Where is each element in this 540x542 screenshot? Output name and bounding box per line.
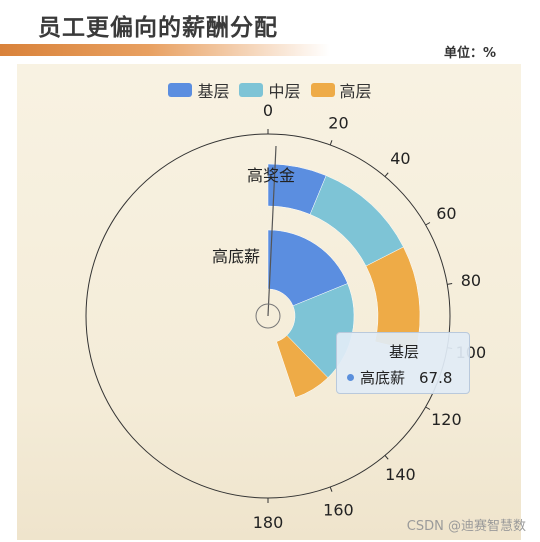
angle-tick-label: 80 <box>461 271 481 290</box>
legend-label-basic: 基层 <box>197 82 230 101</box>
angle-tick <box>384 172 389 177</box>
angle-tick <box>329 486 333 492</box>
angle-tick <box>447 283 453 285</box>
radius-axis-line <box>267 145 277 317</box>
angle-tick-label: 160 <box>323 501 354 520</box>
angle-tick-label: 60 <box>436 204 456 223</box>
legend-item-senior[interactable]: 高层 <box>310 78 372 102</box>
tooltip-dot <box>347 374 354 381</box>
legend-label-senior: 高层 <box>339 82 372 101</box>
tooltip-label: 高底薪 <box>360 369 406 387</box>
watermark: CSDN @迪赛智慧数 <box>406 519 526 534</box>
bar-segment[interactable] <box>276 335 329 398</box>
angle-tick <box>425 222 431 226</box>
legend-swatch-senior <box>310 83 335 97</box>
category-label: 高奖金 <box>247 166 295 185</box>
page-title: 员工更偏向的薪酬分配 <box>38 15 278 41</box>
legend-swatch-basic <box>168 83 193 97</box>
angle-tick-label: 120 <box>431 410 462 429</box>
legend-label-middle: 中层 <box>268 82 301 101</box>
title-underline <box>0 44 330 56</box>
center-ring <box>255 303 281 329</box>
angle-tick-label: 20 <box>328 113 348 132</box>
angle-tick-label: 40 <box>390 149 410 168</box>
angle-tick <box>425 406 431 410</box>
tooltip-row: 高底薪 67.8 <box>347 367 452 388</box>
angle-tick <box>329 140 333 146</box>
bar-segment[interactable] <box>267 229 348 307</box>
angle-tick-label: 180 <box>253 513 284 532</box>
unit-label: 单位：% <box>443 46 496 61</box>
angle-tick <box>384 455 389 460</box>
legend-item-middle[interactable]: 中层 <box>239 78 301 102</box>
legend-item-basic[interactable]: 基层 <box>168 78 229 102</box>
tooltip-value: 67.8 <box>419 368 453 387</box>
angle-tick-label: 140 <box>385 465 416 484</box>
category-label: 高底薪 <box>212 247 260 266</box>
tooltip: 基层 高底薪 67.8 <box>336 332 470 394</box>
tooltip-title: 基层 <box>388 343 419 361</box>
angle-tick-label: 0 <box>263 101 273 120</box>
legend-swatch-middle <box>239 83 264 97</box>
legend: 基层 中层 高层 <box>0 78 540 102</box>
